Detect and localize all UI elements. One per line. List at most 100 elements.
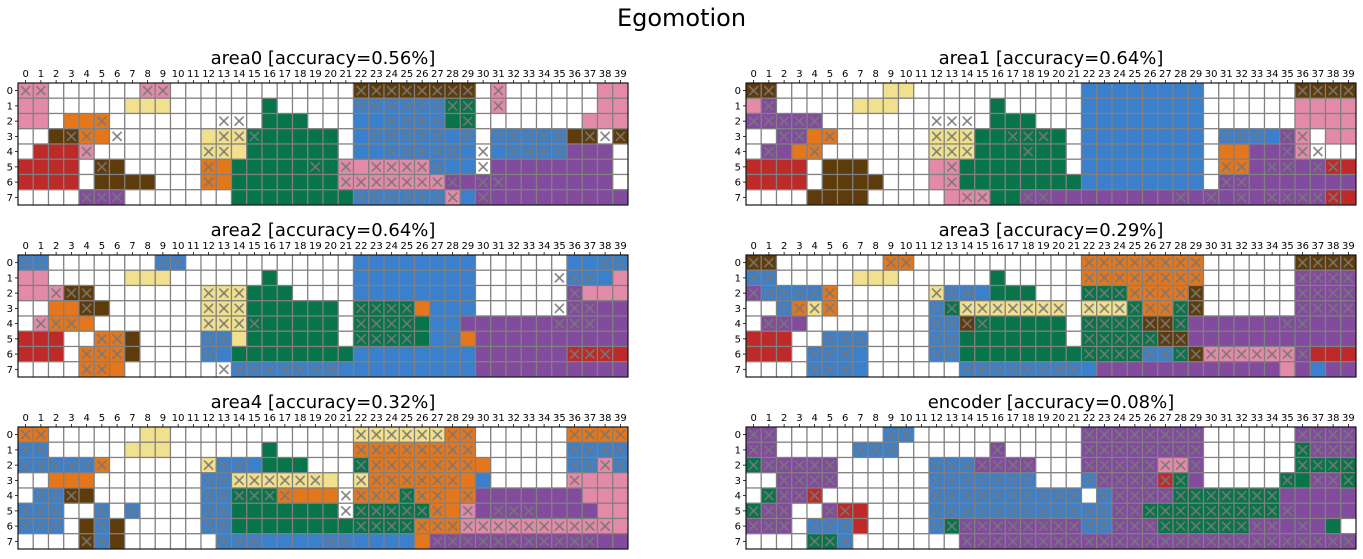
misclassified-mark [234, 460, 245, 471]
heatmap-cell [200, 361, 217, 378]
misclassified-mark [1160, 505, 1171, 516]
heatmap-cell [897, 300, 915, 317]
misclassified-mark [584, 536, 595, 547]
heatmap-cell [307, 189, 324, 206]
heatmap-cell [185, 517, 202, 535]
misclassified-mark [1007, 364, 1018, 375]
heatmap-cell [47, 533, 65, 550]
misclassified-mark [554, 318, 565, 329]
y-tick-label: 4 [7, 319, 13, 330]
heatmap-cell [261, 254, 278, 271]
x-tick-label: 0 [22, 413, 28, 424]
heatmap-cell [490, 345, 507, 363]
y-tick-label: 0 [7, 86, 13, 97]
misclassified-mark [1129, 333, 1140, 344]
misclassified-mark [1007, 505, 1018, 516]
heatmap-cell [612, 97, 629, 115]
misclassified-mark [218, 131, 229, 142]
heatmap-cell [974, 254, 991, 271]
heatmap-cell [474, 361, 492, 378]
heatmap-cell [322, 189, 339, 206]
heatmap-cell [108, 441, 126, 459]
heatmap-cell [368, 269, 385, 287]
heatmap-cell [154, 189, 172, 206]
heatmap-cell [791, 345, 808, 363]
heatmap-cell [882, 345, 900, 363]
misclassified-mark [615, 444, 626, 455]
heatmap-cell [852, 472, 869, 489]
x-tick-label: 36 [1296, 69, 1309, 80]
misclassified-mark [946, 521, 957, 532]
heatmap-cell [230, 158, 248, 176]
heatmap-cell [368, 284, 385, 302]
misclassified-mark [584, 303, 595, 314]
heatmap-cell [1126, 143, 1144, 160]
misclassified-mark [218, 116, 229, 127]
heatmap-cell [490, 143, 507, 160]
heatmap-cell [535, 345, 553, 363]
heatmap-cell [1111, 189, 1128, 206]
misclassified-mark [432, 505, 443, 516]
heatmap-cell [852, 456, 869, 474]
heatmap-cell [1340, 189, 1357, 206]
misclassified-mark [1175, 257, 1186, 268]
misclassified-mark [809, 475, 820, 486]
heatmap-cell [47, 189, 65, 206]
heatmap-cell [322, 487, 339, 504]
heatmap-cell [139, 472, 156, 489]
x-tick-label: 4 [83, 241, 89, 252]
heatmap-cell [185, 269, 202, 287]
heatmap-cell [520, 315, 538, 332]
heatmap-cell [261, 456, 278, 474]
heatmap-cell [124, 441, 141, 459]
x-tick-label: 19 [309, 413, 322, 424]
heatmap-cell [429, 284, 446, 302]
heatmap-cell [581, 82, 599, 99]
heatmap-cell [322, 426, 339, 443]
heatmap-cell [230, 517, 248, 535]
heatmap-cell [63, 173, 80, 191]
misclassified-mark [51, 521, 62, 532]
x-tick-label: 23 [1098, 413, 1111, 424]
x-tick-label: 1 [766, 69, 772, 80]
misclassified-mark [962, 364, 973, 375]
heatmap-cell [78, 330, 95, 348]
x-tick-label: 15 [248, 413, 261, 424]
heatmap-cell [1019, 441, 1037, 459]
heatmap-cell [791, 97, 808, 115]
heatmap-cell [139, 128, 156, 145]
heatmap-cell [1065, 426, 1083, 443]
heatmap-cell [1157, 189, 1174, 206]
misclassified-mark [1023, 490, 1034, 501]
misclassified-mark [417, 131, 428, 142]
heatmap-cell [185, 82, 202, 99]
heatmap-cell [1248, 300, 1266, 317]
misclassified-mark [356, 85, 367, 96]
x-tick-label: 33 [523, 241, 536, 252]
heatmap-cell [505, 173, 522, 191]
misclassified-mark [809, 364, 820, 375]
heatmap-cell [490, 158, 507, 176]
heatmap-cell [78, 254, 95, 271]
heatmap-cell [1050, 189, 1067, 206]
x-tick-label: 3 [68, 69, 74, 80]
misclassified-mark [340, 161, 351, 172]
misclassified-mark [371, 505, 382, 516]
heatmap-frame [17, 82, 629, 206]
misclassified-mark [356, 521, 367, 532]
heatmap-cell [1004, 189, 1022, 206]
heatmap-cell [1202, 158, 1220, 176]
heatmap-cell [1218, 97, 1235, 115]
heatmap-cell [913, 517, 930, 535]
heatmap-cell [913, 472, 930, 489]
heatmap-cell [124, 112, 141, 130]
misclassified-mark [840, 349, 851, 360]
misclassified-mark [1084, 475, 1095, 486]
heatmap-cell [32, 173, 50, 191]
x-tick-label: 15 [248, 69, 261, 80]
heatmap-cell [32, 112, 50, 130]
heatmap-cell [989, 128, 1006, 145]
heatmap-cell [821, 97, 839, 115]
heatmap-cell [806, 441, 823, 459]
misclassified-mark [401, 100, 412, 111]
